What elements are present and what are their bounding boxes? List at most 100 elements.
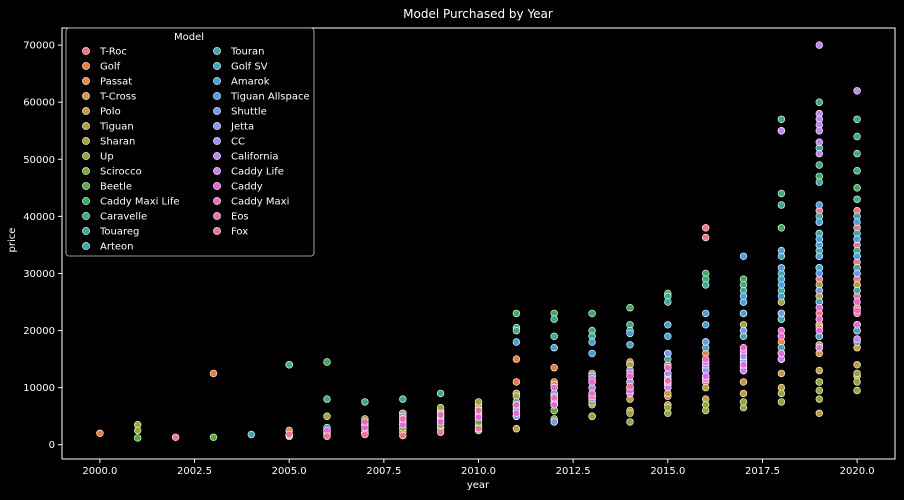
legend-marker	[82, 122, 90, 130]
legend-label: Amarok	[231, 77, 270, 88]
data-points	[96, 41, 861, 442]
x-tick-label: 2017.5	[745, 466, 780, 477]
data-point	[664, 349, 672, 358]
data-point	[701, 383, 710, 392]
data-point	[739, 326, 748, 335]
data-point	[512, 326, 521, 335]
data-point	[512, 355, 521, 363]
legend-marker	[82, 197, 90, 205]
data-point	[701, 224, 710, 232]
data-point	[853, 298, 861, 306]
data-point	[323, 412, 331, 420]
data-point	[815, 218, 823, 226]
legend-marker	[213, 62, 221, 70]
legend-label: Golf	[100, 62, 121, 73]
data-point	[777, 309, 786, 318]
data-point	[777, 389, 786, 398]
data-point	[853, 167, 861, 175]
data-point	[815, 304, 823, 312]
data-point	[777, 349, 786, 358]
data-point	[664, 321, 672, 329]
data-point	[171, 433, 180, 441]
data-point	[134, 434, 142, 442]
x-tick-label: 2005.0	[272, 466, 307, 477]
data-point	[664, 377, 672, 385]
data-point	[853, 195, 861, 204]
data-point	[550, 418, 558, 426]
data-point	[815, 235, 823, 243]
x-tick-label: 2007.5	[366, 466, 401, 477]
legend-marker	[213, 107, 221, 115]
data-point	[815, 344, 823, 352]
legend-label: Eos	[231, 212, 249, 223]
data-point	[739, 361, 748, 369]
data-point	[815, 366, 823, 375]
data-point	[815, 138, 823, 146]
legend-label: Caddy	[231, 182, 263, 193]
data-point	[777, 264, 786, 272]
legend-marker	[82, 212, 90, 220]
data-point	[550, 332, 558, 340]
data-point	[777, 332, 786, 340]
legend-label: Caravelle	[100, 212, 147, 223]
legend-label: Polo	[100, 107, 121, 118]
legend-marker	[213, 92, 221, 100]
data-point	[777, 281, 786, 289]
data-point	[815, 178, 823, 186]
data-point	[512, 378, 521, 386]
x-tick-label: 2010.0	[461, 466, 496, 477]
data-point	[853, 369, 861, 378]
data-point	[512, 409, 521, 417]
data-point	[134, 426, 142, 435]
data-point	[815, 326, 823, 335]
data-point	[474, 425, 483, 433]
data-point	[664, 332, 672, 340]
legend-label: Caddy Maxi Life	[100, 197, 180, 208]
data-point	[853, 218, 861, 226]
legend-label: Passat	[100, 77, 132, 88]
legend-label: Tiguan	[99, 122, 134, 133]
data-point	[588, 338, 596, 346]
data-point	[512, 338, 521, 346]
data-point	[815, 386, 823, 395]
legend-marker	[213, 182, 221, 190]
legend-marker	[213, 167, 221, 175]
legend-marker	[213, 122, 221, 130]
legend-marker	[82, 47, 90, 55]
data-point	[777, 115, 786, 124]
data-point	[815, 395, 823, 403]
data-point	[701, 309, 710, 318]
data-point	[853, 87, 861, 95]
data-point	[550, 394, 558, 402]
legend-label: Shuttle	[231, 107, 267, 118]
y-tick-label: 40000	[23, 212, 55, 223]
legend-label: Sharan	[100, 137, 135, 148]
data-point	[701, 355, 710, 363]
data-point	[399, 415, 407, 423]
data-point	[361, 418, 369, 426]
legend-label: Golf SV	[231, 62, 268, 73]
legend-marker	[213, 197, 221, 205]
data-point	[701, 233, 710, 242]
data-point	[701, 281, 710, 289]
data-point	[399, 395, 407, 403]
data-point	[626, 304, 634, 312]
legend-label: Up	[100, 152, 114, 163]
legend-label: Fox	[231, 227, 248, 238]
data-point	[550, 315, 558, 323]
data-point	[853, 235, 861, 243]
data-point	[815, 127, 823, 135]
data-point	[323, 358, 331, 366]
data-point	[815, 378, 823, 386]
data-point	[739, 344, 748, 352]
data-point	[853, 149, 861, 158]
data-point	[626, 409, 634, 417]
legend-marker	[82, 107, 90, 115]
data-point	[815, 98, 823, 106]
y-tick-label: 30000	[23, 269, 55, 280]
legend-label: CC	[231, 137, 245, 148]
data-point	[96, 429, 104, 437]
data-point	[853, 286, 861, 295]
data-point	[512, 425, 521, 433]
